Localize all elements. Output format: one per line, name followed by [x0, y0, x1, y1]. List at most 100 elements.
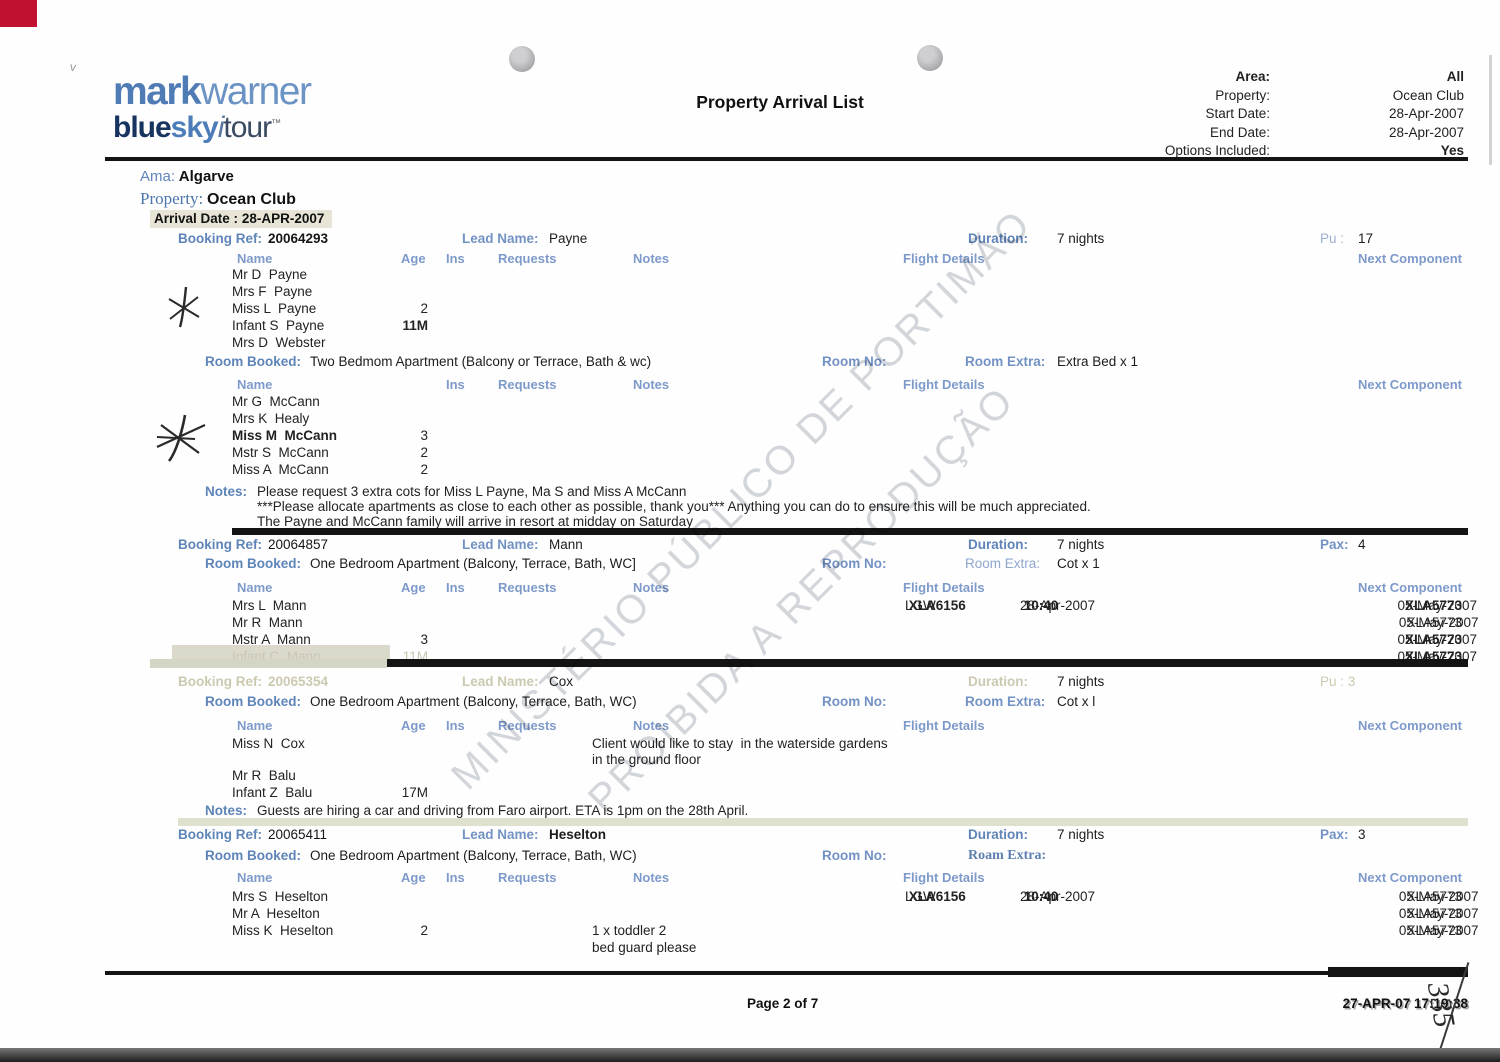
meta-row-property: Property: Ocean Club [1165, 87, 1464, 106]
room-no-label: Room No: [822, 694, 887, 709]
col-ins: Ins [446, 251, 465, 266]
person-row: Mr A Heselton 05-May-2007 XLA5773 [0, 906, 1500, 923]
lead-name-value: Heselton [549, 827, 607, 842]
next-flight: XLA5773 [1406, 923, 1462, 938]
duration-value: 7 nights [1057, 827, 1105, 842]
person-note: in the ground floor [592, 752, 701, 767]
room-extra-label: Roam Extra: [968, 848, 1047, 863]
room-extra-value: Cot x 1 [1057, 556, 1100, 571]
person-note: Client would like to stay in the watersi… [592, 736, 888, 751]
flight-number: XLA6156 [908, 598, 966, 613]
person-name: Mrs D Webster [232, 335, 326, 350]
scan-red-corner-mark [0, 0, 37, 27]
meta-row-options: Options Included: Yes [1165, 142, 1464, 161]
flight-airport: LGW [905, 889, 936, 904]
booking-ref-value: 20065411 [268, 827, 328, 842]
duration-label: Duration: [968, 674, 1028, 689]
handwritten-asterisk-mark [165, 285, 203, 332]
booking-ref-row-payne: Booking Ref: 20064293 Lead Name: Payne D… [0, 231, 1500, 248]
col-flight-details: Flight Details [903, 580, 985, 595]
person-row: Miss M McCann 3 [0, 428, 1500, 445]
col-requests: Requests [498, 377, 557, 392]
markwarner-logo: markwarner blueskyitour™ [113, 70, 312, 146]
person-row: Mr G McCann [0, 394, 1500, 411]
lead-name-value: Payne [549, 231, 588, 246]
person-name: Miss N Cox [232, 736, 305, 751]
note-line: Guests are hiring a car and driving from… [257, 803, 749, 818]
person-name: Mstr A Mann [232, 632, 311, 647]
room-booked-label: Room Booked: [205, 556, 301, 571]
person-age: 2 [420, 462, 428, 477]
person-row: Mrs D Webster [0, 335, 1500, 352]
booking-ref-row-heselton: Booking Ref: 20065411 Lead Name: Heselto… [0, 827, 1500, 844]
meta-label: Area: [1235, 69, 1270, 84]
booking-ref-row-cox: Booking Ref: 20065354 Lead Name: Cox Dur… [0, 674, 1500, 691]
col-requests: Requests [498, 580, 557, 595]
person-name: Mr R Mann [232, 615, 303, 630]
logo-i: i [217, 111, 225, 144]
note-line: Please request 3 extra cots for Miss L P… [257, 484, 687, 499]
person-age: 2 [420, 923, 428, 938]
arrival-date-label: Arrival Date : [154, 211, 239, 226]
pax-label: Pax: [1320, 537, 1349, 552]
room-no-label: Room No: [822, 354, 887, 369]
booking-ref-row-mann: Booking Ref: 20064857 Lead Name: Mann Du… [0, 537, 1500, 554]
person-age: 17M [401, 785, 428, 800]
person-note-row: bed guard please [0, 940, 1500, 957]
note-line: ***Please allocate apartments as close t… [257, 499, 1091, 514]
flight-number: XLA6156 [908, 889, 966, 904]
col-name: Name [237, 377, 273, 392]
booking-ref-value: 20065354 [268, 674, 329, 689]
person-row: Miss A McCann 2 [0, 462, 1500, 479]
lead-name-label: Lead Name: [462, 537, 539, 552]
meta-value: 28-Apr-2007 [1388, 124, 1464, 140]
person-row: Miss K Heselton 2 1 x toddler 2 05-May-2… [0, 923, 1500, 940]
bottom-rule [105, 971, 1468, 975]
col-age: Age [401, 718, 426, 733]
col-flight-details: Flight Details [903, 870, 985, 885]
flight-details: LGW XLA6156 [905, 889, 966, 904]
logo-line-markwarner: markwarner [113, 70, 312, 113]
property-label: Property: [140, 189, 204, 208]
next-date: 05-May-2007 [1398, 889, 1479, 904]
column-headers: Name Age Ins Requests Notes Flight Detai… [0, 870, 1500, 887]
person-name: Mrs K Healy [232, 411, 310, 426]
booking-notes: ***Please allocate apartments as close t… [0, 499, 1500, 516]
redaction-block [172, 645, 390, 660]
col-notes: Notes [633, 377, 670, 392]
person-age: 2 [420, 445, 428, 460]
booking-ref-value: 20064293 [268, 231, 329, 246]
handwritten-asterisk-mark [155, 413, 207, 466]
duration-value: 7 nights [1057, 537, 1105, 552]
notes-label: Notes: [205, 803, 248, 818]
duration-value: 7 nights [1057, 231, 1105, 246]
next-date: 05-May-2007 [1398, 906, 1479, 921]
ama-value: Algarve [178, 168, 234, 185]
column-headers: Name Age Ins Requests Notes Flight Detai… [0, 580, 1500, 597]
meta-row-area: Area: All [1165, 68, 1464, 87]
person-name: Mr A Heselton [232, 906, 320, 921]
next-component: 05-May-2007 XLA5773 [1399, 906, 1479, 921]
person-row: Mrs S Heselton LGW XLA6156 28-Apr-2007 1… [0, 889, 1500, 906]
pax-value: 17 [1358, 231, 1374, 246]
col-next-component: Next Component [1358, 251, 1462, 266]
person-name: Mrs L Mann [232, 598, 307, 613]
scan-edge-line [1489, 55, 1492, 165]
property-row: Property: Ocean Club [140, 189, 296, 209]
pax-value: 4 [1358, 537, 1366, 552]
logo-blue: blue [113, 111, 172, 144]
room-booked-value: Two Bedmom Apartment (Balcony or Terrace… [310, 354, 652, 369]
room-booked-value: One Bedroom Apartment (Balcony, Terrace,… [310, 556, 636, 571]
room-booked-value: One Bedroom Apartment (Balcony, Terrace,… [310, 848, 637, 863]
handwritten-page-number: 335 [1420, 979, 1462, 1030]
lead-name-label: Lead Name: [462, 674, 539, 689]
person-row: Miss L Payne 2 [0, 301, 1500, 318]
meta-label: End Date: [1209, 124, 1270, 140]
person-row: Mrs F Payne [0, 284, 1500, 301]
person-age: 3 [420, 428, 428, 443]
next-flight: XLA5773 [1404, 598, 1462, 613]
scan-pale-band [150, 659, 387, 668]
person-name: Mstr S McCann [232, 445, 329, 460]
logo-mark: mark [113, 70, 202, 113]
